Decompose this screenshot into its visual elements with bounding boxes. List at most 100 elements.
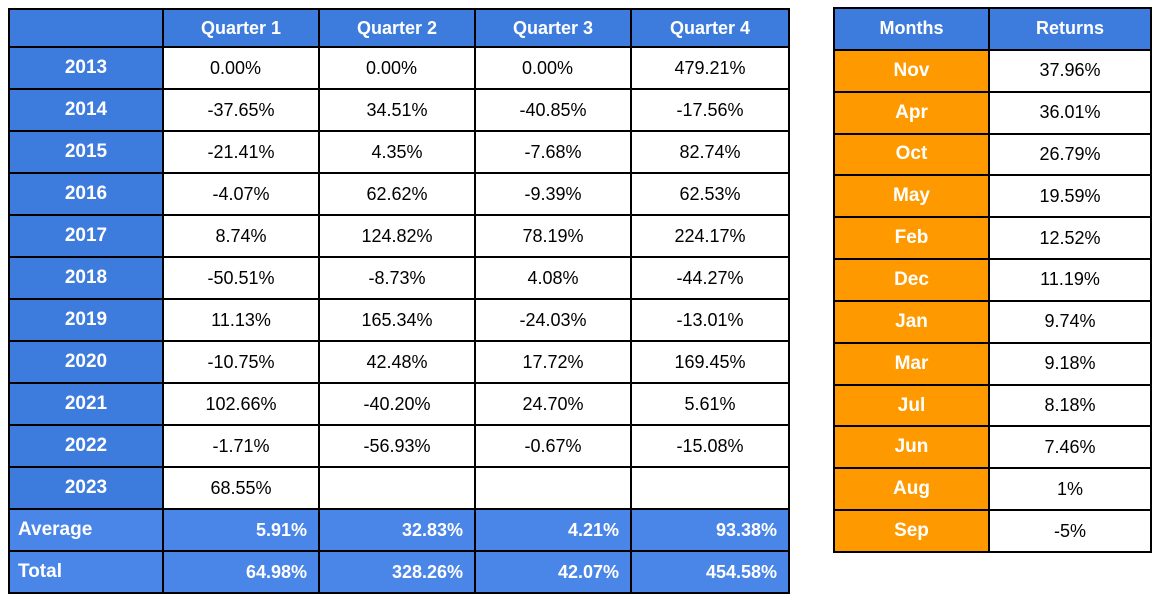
table-row: May 19.59%	[833, 174, 1152, 219]
value-cell: 11.13%	[162, 298, 320, 342]
value-cell: -37.65%	[162, 88, 320, 132]
return-cell: 9.74%	[988, 299, 1152, 344]
return-cell: 1%	[988, 467, 1152, 512]
column-header-quarter-1: Quarter 1	[162, 8, 320, 48]
year-label: 2021	[8, 382, 164, 426]
column-header-quarter-3: Quarter 3	[474, 8, 632, 48]
year-label: 2017	[8, 214, 164, 258]
table-row: 2020 -10.75% 42.48% 17.72% 169.45%	[8, 340, 790, 384]
value-cell: -9.39%	[474, 172, 632, 216]
month-label: Apr	[833, 90, 990, 135]
value-cell: -10.75%	[162, 340, 320, 384]
month-label: Jun	[833, 425, 990, 470]
table-row: 2023 68.55%	[8, 466, 790, 510]
value-cell: 5.61%	[630, 382, 790, 426]
value-cell	[630, 466, 790, 510]
month-label: Nov	[833, 48, 990, 93]
value-cell: 24.70%	[474, 382, 632, 426]
corner-cell	[8, 8, 164, 48]
table-row: Jun 7.46%	[833, 425, 1152, 470]
table-row: Sep -5%	[833, 509, 1152, 553]
year-label: 2018	[8, 256, 164, 300]
value-cell: -17.56%	[630, 88, 790, 132]
table-row: 2018 -50.51% -8.73% 4.08% -44.27%	[8, 256, 790, 300]
value-cell: 4.08%	[474, 256, 632, 300]
value-cell: -40.85%	[474, 88, 632, 132]
average-value-cell: 5.91%	[162, 508, 320, 552]
month-label: May	[833, 174, 990, 219]
column-header-quarter-4: Quarter 4	[630, 8, 790, 48]
return-cell: 11.19%	[988, 258, 1152, 302]
column-header-returns: Returns	[988, 7, 1152, 51]
quarterly-returns-table: Quarter 1 Quarter 2 Quarter 3 Quarter 4 …	[8, 8, 790, 594]
value-cell: 42.48%	[318, 340, 476, 384]
value-cell: 169.45%	[630, 340, 790, 384]
header-row: Quarter 1 Quarter 2 Quarter 3 Quarter 4	[8, 8, 790, 48]
total-value-cell: 42.07%	[474, 550, 632, 594]
value-cell: 479.21%	[630, 46, 790, 90]
table-row: Mar 9.18%	[833, 341, 1152, 386]
value-cell: 62.62%	[318, 172, 476, 216]
column-header-quarter-2: Quarter 2	[318, 8, 476, 48]
return-cell: 19.59%	[988, 174, 1152, 219]
table-row: Jan 9.74%	[833, 299, 1152, 344]
year-label: 2014	[8, 88, 164, 132]
value-cell: 0.00%	[162, 46, 320, 90]
value-cell: 4.35%	[318, 130, 476, 174]
value-cell: 124.82%	[318, 214, 476, 258]
value-cell: -15.08%	[630, 424, 790, 468]
value-cell: -13.01%	[630, 298, 790, 342]
return-cell: 36.01%	[988, 90, 1152, 135]
value-cell	[318, 466, 476, 510]
year-label: 2016	[8, 172, 164, 216]
year-label: 2022	[8, 424, 164, 468]
month-label: Sep	[833, 509, 990, 553]
value-cell: 102.66%	[162, 382, 320, 426]
value-cell: 82.74%	[630, 130, 790, 174]
month-label: Oct	[833, 132, 990, 177]
value-cell: -56.93%	[318, 424, 476, 468]
table-row: Apr 36.01%	[833, 90, 1152, 135]
average-label: Average	[8, 508, 164, 552]
average-value-cell: 32.83%	[318, 508, 476, 552]
value-cell: -21.41%	[162, 130, 320, 174]
year-label: 2019	[8, 298, 164, 342]
table-row: 2014 -37.65% 34.51% -40.85% -17.56%	[8, 88, 790, 132]
column-header-months: Months	[833, 7, 990, 51]
value-cell: 165.34%	[318, 298, 476, 342]
month-label: Jan	[833, 299, 990, 344]
year-label: 2020	[8, 340, 164, 384]
value-cell: 0.00%	[318, 46, 476, 90]
month-label: Dec	[833, 258, 990, 302]
value-cell: 34.51%	[318, 88, 476, 132]
table-row: Dec 11.19%	[833, 258, 1152, 302]
monthly-returns-table: Months Returns Nov 37.96% Apr 36.01% Oct…	[833, 7, 1152, 553]
value-cell: 224.17%	[630, 214, 790, 258]
value-cell: 17.72%	[474, 340, 632, 384]
value-cell: 62.53%	[630, 172, 790, 216]
value-cell: -0.67%	[474, 424, 632, 468]
return-cell: 8.18%	[988, 383, 1152, 428]
header-row: Months Returns	[833, 7, 1152, 51]
table-row: Jul 8.18%	[833, 383, 1152, 428]
month-label: Jul	[833, 383, 990, 428]
month-label: Mar	[833, 341, 990, 386]
table-row: Nov 37.96%	[833, 48, 1152, 93]
return-cell: 37.96%	[988, 48, 1152, 93]
value-cell: -7.68%	[474, 130, 632, 174]
total-value-cell: 454.58%	[630, 550, 790, 594]
table-row: 2013 0.00% 0.00% 0.00% 479.21%	[8, 46, 790, 90]
value-cell	[474, 466, 632, 510]
return-cell: -5%	[988, 509, 1152, 553]
table-row: Feb 12.52%	[833, 216, 1152, 261]
return-cell: 9.18%	[988, 341, 1152, 386]
return-cell: 12.52%	[988, 216, 1152, 261]
average-value-cell: 93.38%	[630, 508, 790, 552]
value-cell: 68.55%	[162, 466, 320, 510]
value-cell: 78.19%	[474, 214, 632, 258]
value-cell: 8.74%	[162, 214, 320, 258]
value-cell: -44.27%	[630, 256, 790, 300]
year-label: 2023	[8, 466, 164, 510]
table-row: 2022 -1.71% -56.93% -0.67% -15.08%	[8, 424, 790, 468]
value-cell: 0.00%	[474, 46, 632, 90]
